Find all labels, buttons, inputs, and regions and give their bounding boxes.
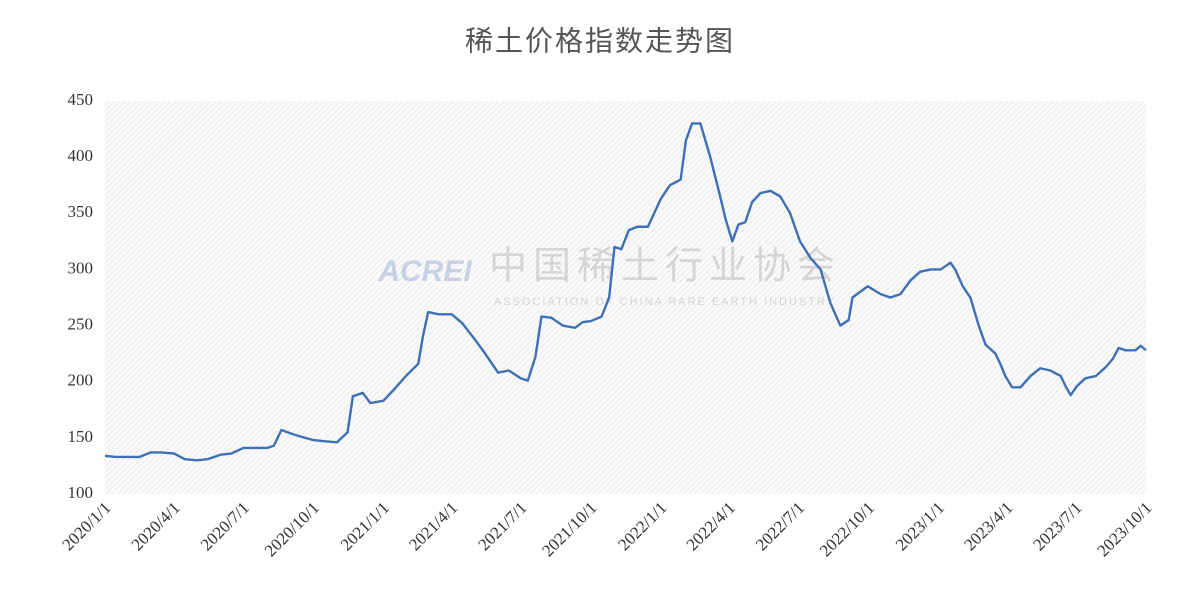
watermark-logo: ACREI bbox=[377, 255, 472, 288]
y-tick-label: 400 bbox=[68, 146, 94, 165]
x-tick-label: 2020/4/1 bbox=[128, 498, 184, 554]
x-tick-label: 2023/4/1 bbox=[960, 498, 1016, 554]
x-tick-label: 2020/1/1 bbox=[58, 498, 114, 554]
x-tick-label: 2021/10/1 bbox=[538, 498, 600, 560]
x-tick-label: 2023/7/1 bbox=[1029, 498, 1085, 554]
plot-area bbox=[105, 101, 1146, 494]
x-tick-label: 2022/10/1 bbox=[816, 498, 878, 560]
x-tick-label: 2020/7/1 bbox=[197, 498, 253, 554]
y-tick-label: 350 bbox=[68, 202, 94, 221]
y-tick-label: 300 bbox=[68, 258, 94, 277]
x-tick-label: 2021/4/1 bbox=[405, 498, 461, 554]
y-tick-label: 150 bbox=[68, 427, 94, 446]
x-tick-label: 2021/1/1 bbox=[337, 498, 393, 554]
x-tick-label: 2020/10/1 bbox=[261, 498, 323, 560]
x-tick-label: 2022/7/1 bbox=[752, 498, 808, 554]
y-tick-label: 200 bbox=[68, 371, 94, 390]
chart-title: 稀土价格指数走势图 bbox=[465, 25, 735, 57]
x-tick-label: 2021/7/1 bbox=[474, 498, 530, 554]
y-tick-label: 100 bbox=[68, 483, 94, 502]
y-tick-label: 250 bbox=[68, 314, 94, 333]
data-line bbox=[104, 122, 1147, 462]
watermark-name-en: ASSOCIATION OF CHINA RARE EARTH INDUSTRY bbox=[494, 296, 836, 308]
watermark-name: 中国稀土行业协会 bbox=[489, 246, 841, 288]
x-tick-label: 2023/10/1 bbox=[1093, 498, 1155, 560]
x-tick-label: 2022/4/1 bbox=[683, 498, 739, 554]
y-tick-label: 450 bbox=[68, 90, 94, 109]
x-tick-label: 2023/1/1 bbox=[892, 498, 948, 554]
watermark: ACREI 中国稀土行业协会 ASSOCIATION OF CHINA RARE… bbox=[377, 246, 841, 308]
x-tick-label: 2022/1/1 bbox=[614, 498, 670, 554]
